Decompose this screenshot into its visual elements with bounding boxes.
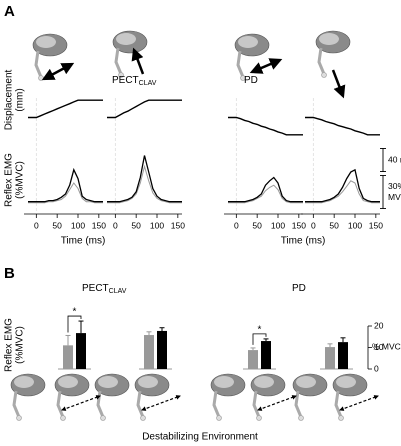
significance-bracket [252, 333, 267, 345]
x-tick-label: 50 [52, 220, 62, 230]
x-tick-label: 50 [329, 220, 339, 230]
title-text: PECT [82, 283, 109, 294]
x-axis-label: Destabilizing Environment [142, 432, 258, 443]
bar [63, 345, 73, 369]
trace [305, 180, 380, 204]
panel-label: A [4, 3, 15, 20]
x-tick-label: 100 [271, 220, 285, 230]
title-subscript: CLAV [139, 80, 157, 87]
y-axis-label: (%MVC) [15, 161, 26, 199]
trace [305, 168, 380, 203]
scale-label: 30% [388, 181, 401, 191]
significance-label: * [258, 325, 262, 336]
x-tick-label: 150 [369, 220, 383, 230]
x-tick-label: 150 [171, 220, 185, 230]
x-tick-label: 100 [348, 220, 362, 230]
y-tick-label: 20 [374, 320, 384, 330]
y-axis-unit: % MVC [372, 341, 401, 351]
scale-label: MVC [388, 192, 401, 202]
trace [107, 99, 182, 119]
column-title: PD [292, 283, 306, 294]
column-title: PECTCLAV [112, 75, 157, 87]
x-tick-label: 0 [34, 220, 39, 230]
bar [338, 342, 348, 369]
x-tick-label: 150 [92, 220, 106, 230]
y-axis-label: Reflex EMG [4, 153, 15, 207]
x-axis-label: Time (ms) [61, 236, 106, 247]
x-tick-label: 0 [234, 220, 239, 230]
y-axis-label: Displacement [4, 69, 15, 130]
x-tick-label: 100 [71, 220, 85, 230]
title-text: PECT [112, 75, 139, 86]
scale-label: 40 mm [388, 154, 401, 164]
x-tick-label: 0 [113, 220, 118, 230]
trace [107, 164, 182, 204]
bar [325, 347, 335, 369]
arm-icons-a [31, 29, 352, 99]
trace [107, 155, 182, 203]
trace [228, 176, 303, 203]
x-axis-label: Time (ms) [281, 236, 326, 247]
column-title: PECTCLAV [82, 283, 127, 295]
title-subscript: CLAV [109, 288, 127, 295]
title-text: PD [244, 75, 258, 86]
trace [28, 182, 103, 204]
significance-label: * [73, 307, 77, 318]
x-tick-label: 0 [311, 220, 316, 230]
y-axis-label: (mm) [15, 88, 26, 111]
significance-bracket [67, 315, 82, 333]
x-tick-label: 150 [292, 220, 306, 230]
trace [228, 116, 303, 136]
title-text: PD [292, 283, 306, 294]
x-tick-label: 50 [131, 220, 141, 230]
y-tick-label: 0 [374, 363, 379, 373]
bar [76, 333, 86, 369]
trace [228, 184, 303, 204]
column-title: PD [244, 75, 258, 86]
y-axis-label: Reflex EMG [4, 318, 15, 372]
bar [157, 330, 167, 369]
bar [144, 335, 154, 369]
x-tick-label: 50 [252, 220, 262, 230]
trace [305, 116, 380, 136]
bar [248, 350, 258, 369]
bar [261, 341, 271, 369]
trace [28, 167, 103, 203]
x-tick-label: 100 [150, 220, 164, 230]
y-tick-label: 10 [374, 342, 384, 352]
arm-icons-b [9, 372, 379, 422]
trace [28, 99, 103, 119]
y-axis-label: (%MVC) [15, 326, 26, 364]
panel-label: B [4, 265, 15, 282]
